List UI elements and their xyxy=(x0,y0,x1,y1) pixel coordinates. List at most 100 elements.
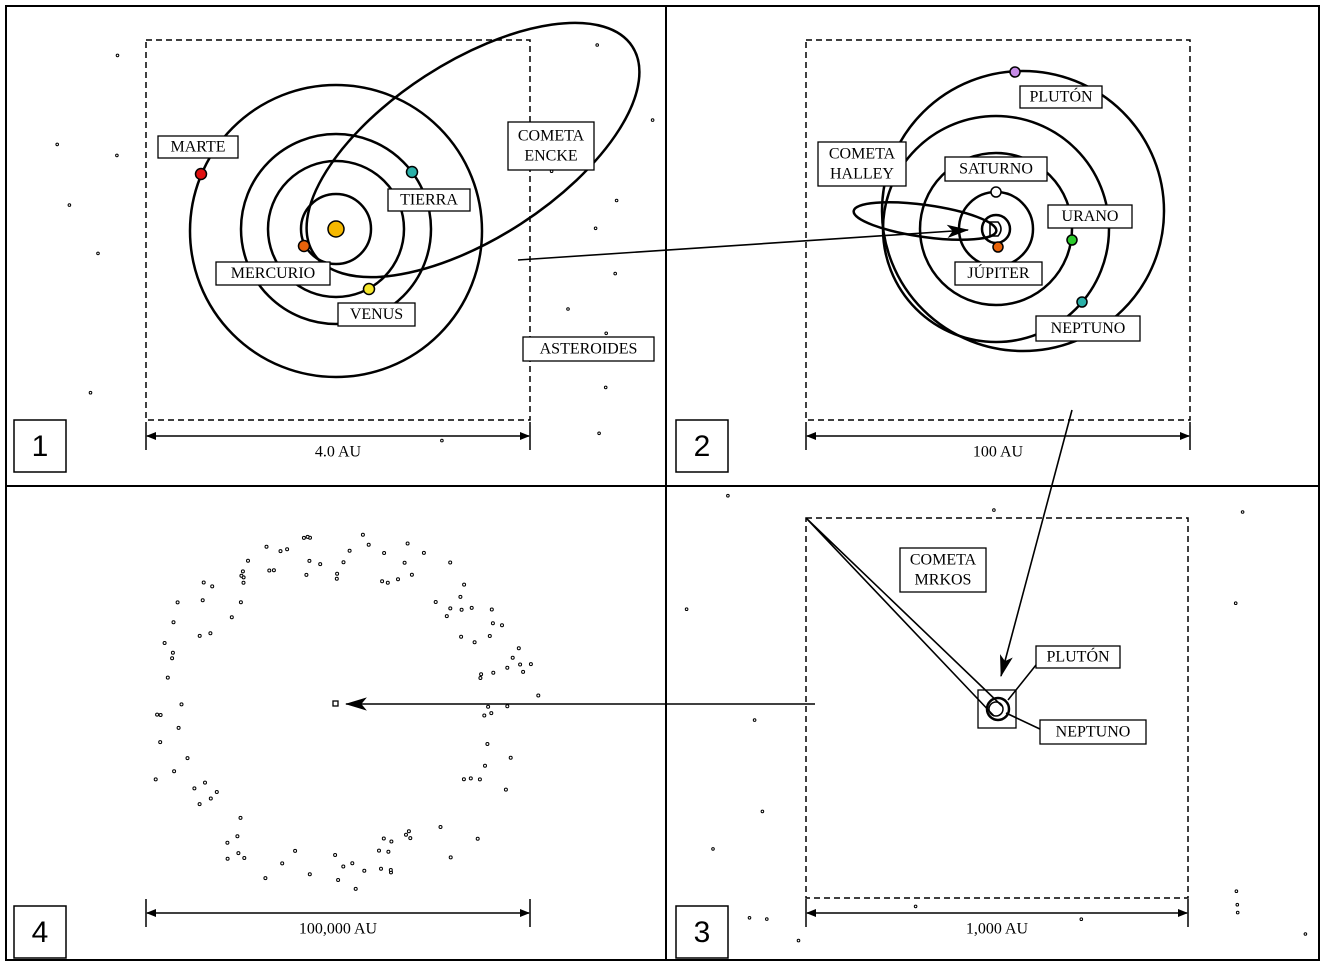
oort-object xyxy=(209,797,212,800)
star xyxy=(766,918,769,921)
oort-object xyxy=(308,559,311,562)
oort-object xyxy=(335,577,338,580)
oort-object xyxy=(519,663,522,666)
planet xyxy=(1077,297,1087,307)
oort-object xyxy=(473,641,476,644)
star xyxy=(596,44,599,47)
label: ENCKE xyxy=(524,148,577,165)
oort-object xyxy=(306,535,309,538)
zoom-box xyxy=(806,40,1190,420)
panel-number: 3 xyxy=(694,916,711,949)
star xyxy=(56,143,59,146)
oort-object xyxy=(159,741,162,744)
oort-object xyxy=(517,647,520,650)
oort-object xyxy=(163,642,166,645)
oort-object xyxy=(264,877,267,880)
oort-object xyxy=(407,830,410,833)
planet xyxy=(196,169,207,180)
panel-number: 1 xyxy=(32,430,49,463)
star xyxy=(1080,918,1083,921)
oort-object xyxy=(159,714,162,717)
oort-object xyxy=(492,671,495,674)
oort-object xyxy=(460,608,463,611)
planet xyxy=(364,284,375,295)
oort-object xyxy=(302,536,305,539)
leader xyxy=(1008,660,1040,700)
oort-object xyxy=(342,561,345,564)
oort-object xyxy=(506,705,509,708)
star xyxy=(727,494,730,497)
oort-object xyxy=(488,635,491,638)
star xyxy=(651,119,654,122)
oort-object xyxy=(405,833,408,836)
oort-object xyxy=(506,666,509,669)
planet xyxy=(1067,235,1077,245)
oort-object xyxy=(351,862,354,865)
star xyxy=(604,386,607,389)
oort-object xyxy=(483,714,486,717)
star xyxy=(605,332,608,335)
star xyxy=(598,432,601,435)
oort-object xyxy=(308,873,311,876)
oort-object xyxy=(522,670,525,673)
star xyxy=(1235,890,1238,893)
oort-object xyxy=(334,854,337,857)
oort-object xyxy=(272,569,275,572)
diagram: 4.0 AU1MARTETIERRAMERCURIOVENUSCOMETAENC… xyxy=(0,0,1325,962)
oort-object xyxy=(239,816,242,819)
scale-label: 4.0 AU xyxy=(315,444,362,461)
oort-object xyxy=(215,791,218,794)
oort-object xyxy=(247,559,250,562)
scale-label: 1,000 AU xyxy=(966,921,1029,938)
oort-object xyxy=(504,788,507,791)
oort-object xyxy=(243,857,246,860)
oort-object xyxy=(171,651,174,654)
label: NEPTUNO xyxy=(1056,724,1131,741)
panel-3 xyxy=(346,518,1188,898)
oort-object xyxy=(201,599,204,602)
star xyxy=(1236,911,1239,914)
oort-object xyxy=(281,862,284,865)
oort-object xyxy=(237,852,240,855)
oort-object xyxy=(236,835,239,838)
star xyxy=(753,719,756,722)
oort-object xyxy=(449,607,452,610)
label: MARTE xyxy=(170,139,225,156)
planet xyxy=(993,242,1003,252)
star xyxy=(1304,933,1307,936)
oort-object xyxy=(478,778,481,781)
oort-object xyxy=(390,840,393,843)
oort-object xyxy=(470,606,473,609)
oort-object xyxy=(386,581,389,584)
oort-object xyxy=(449,856,452,859)
label: URANO xyxy=(1062,208,1119,225)
oort-object xyxy=(382,837,385,840)
oort-object xyxy=(226,841,229,844)
oort-object xyxy=(230,616,233,619)
oort-object xyxy=(537,694,540,697)
oort-object xyxy=(180,703,183,706)
label: MERCURIO xyxy=(231,265,315,282)
oort-object xyxy=(387,850,390,853)
star xyxy=(441,439,444,442)
oort-object xyxy=(166,676,169,679)
label: PLUTÓN xyxy=(1029,87,1093,106)
star xyxy=(614,272,617,275)
oort-object xyxy=(265,545,268,548)
oort-object xyxy=(279,550,282,553)
star xyxy=(89,391,92,394)
oort-object xyxy=(460,635,463,638)
oort-object xyxy=(209,632,212,635)
oort-object xyxy=(463,583,466,586)
star xyxy=(68,204,71,207)
oort-object xyxy=(154,778,157,781)
oort-object xyxy=(509,756,512,759)
oort-object xyxy=(490,712,493,715)
oort-object xyxy=(242,581,245,584)
oort-object xyxy=(490,608,493,611)
oort-object xyxy=(383,552,386,555)
oort-object xyxy=(204,781,207,784)
label: COMETA xyxy=(518,128,585,145)
star xyxy=(615,199,618,202)
oort-object xyxy=(459,595,462,598)
